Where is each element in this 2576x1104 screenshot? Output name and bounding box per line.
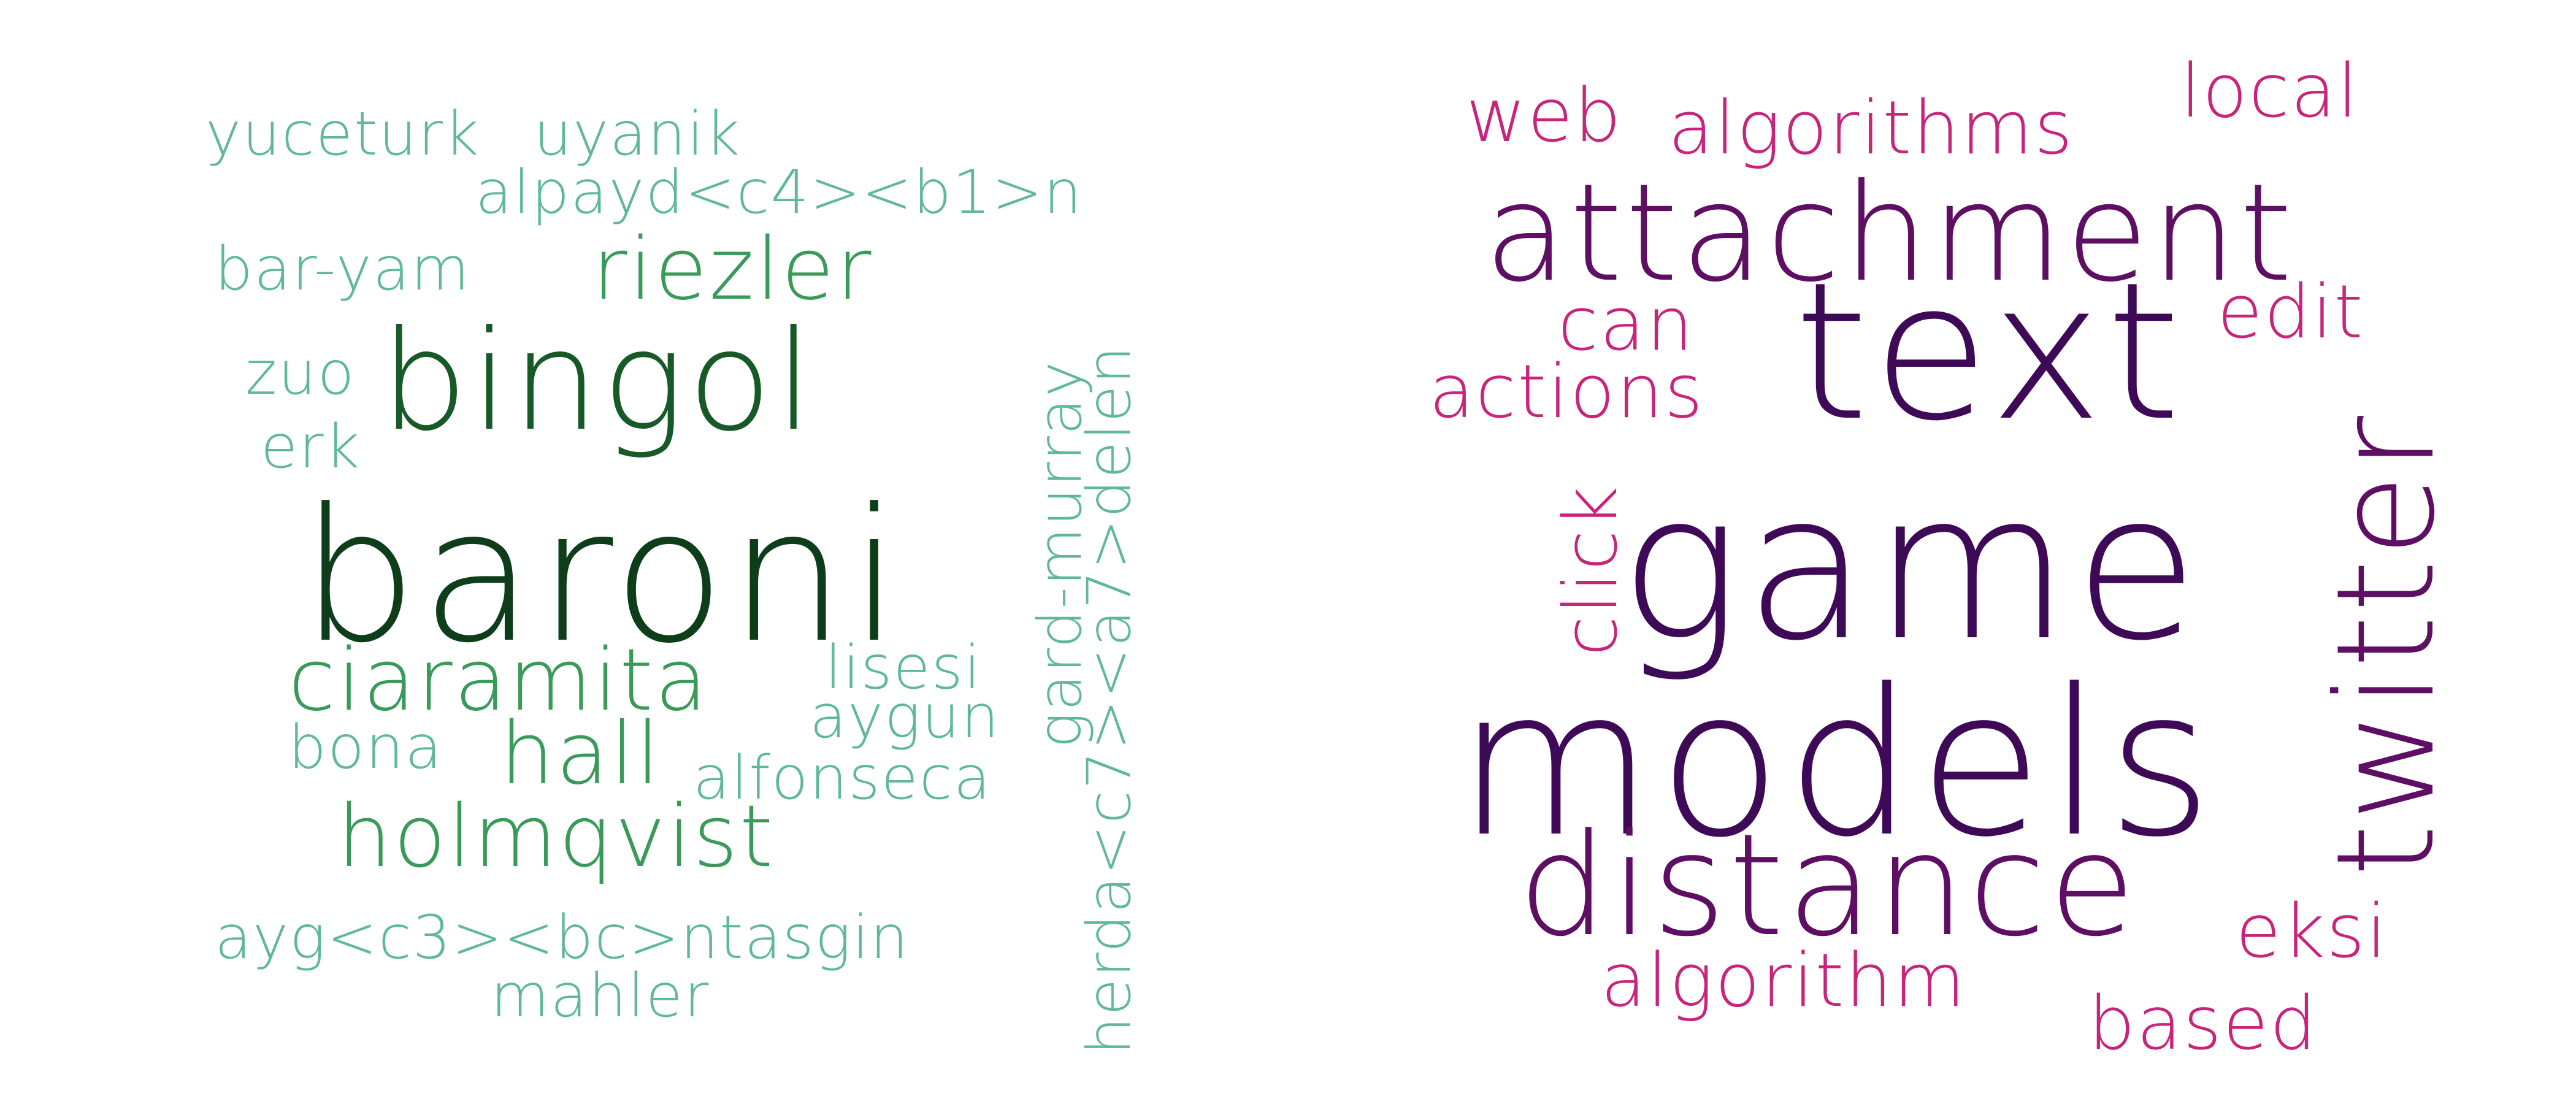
word-author: alfonseca	[693, 743, 992, 813]
word-author: bona	[288, 713, 443, 783]
word-author: hall	[500, 704, 662, 804]
word-topic: local	[2180, 49, 2359, 134]
word-author: mahler	[491, 961, 710, 1031]
word-topic: twitter	[2307, 413, 2464, 877]
word-author: erk	[261, 412, 361, 482]
word-author: herda<c7><a7>delen	[1075, 345, 1144, 1055]
word-author: ayg<c3><bc>ntasgin	[215, 903, 910, 973]
topic-word-cloud: web algorithms local attachment can edit text a…	[1288, 0, 2576, 1104]
word-author: riezler	[592, 220, 873, 320]
word-author: holmqvist	[337, 787, 775, 887]
word-topic: eksi	[2236, 889, 2388, 975]
word-topic: models	[1457, 646, 2217, 881]
author-word-cloud: yuceturk uyanik alpayd<c4><b1>n bar-yam riez…	[205, 99, 1144, 1055]
word-topic: actions	[1429, 350, 1704, 435]
word-topic: algorithm	[1601, 938, 1967, 1024]
word-author: uyanik	[534, 99, 742, 169]
word-author: bingol	[380, 301, 816, 462]
word-topic: web	[1466, 74, 1623, 159]
word-author: yuceturk	[205, 99, 480, 169]
word-author: alpayd<c4><b1>n	[475, 158, 1083, 228]
word-author: aygun	[810, 682, 1000, 752]
word-topic: attachment	[1484, 155, 2295, 312]
word-topic: can	[1558, 282, 1695, 367]
word-topic: algorithms	[1668, 86, 2074, 171]
word-author: lisesi	[825, 633, 982, 703]
word-author: baroni	[301, 469, 905, 683]
word-topic: game	[1619, 450, 2203, 685]
word-topic: edit	[2217, 270, 2364, 355]
word-author: bar-yam	[215, 234, 471, 304]
word-topic: based	[2088, 981, 2318, 1067]
word-topic: click	[1549, 484, 1634, 656]
word-topic: text	[1794, 242, 2185, 463]
word-topic: distance	[1518, 804, 2139, 968]
word-author: zuo	[245, 339, 356, 408]
word-author: ciaramita	[288, 631, 710, 730]
